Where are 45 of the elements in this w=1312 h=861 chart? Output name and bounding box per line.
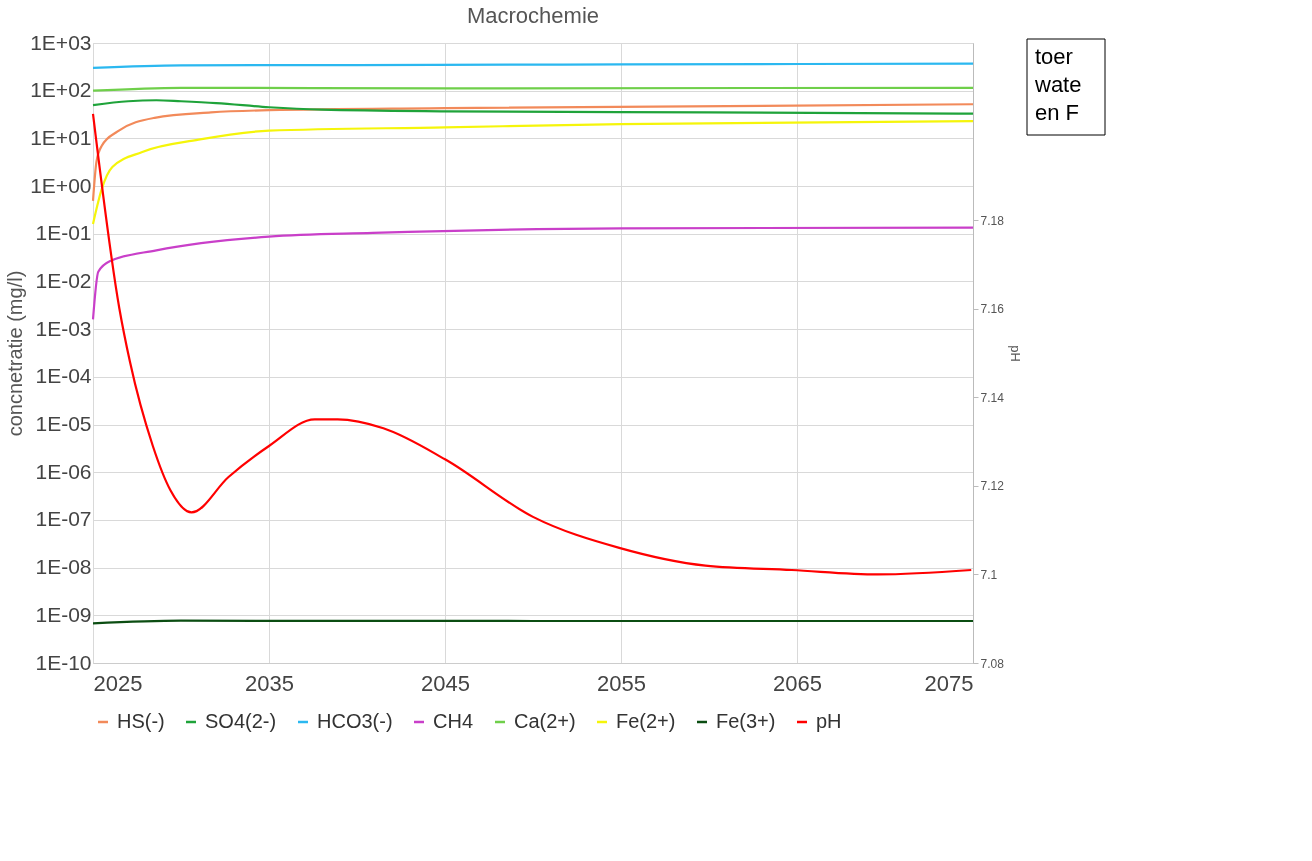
x-tick-label: 2025 [93,670,143,696]
y2-tick-label: 7.08 [980,656,1005,671]
text: toer [1035,44,1073,69]
y-tick-label: 1E-04 [35,364,92,388]
legend-label: Fe(2+) [616,710,676,732]
y-tick-label: 1E-06 [35,459,92,483]
line-series [91,120,975,226]
x-tick-label: 2045 [421,670,470,696]
x-tick-label: 2055 [597,670,646,696]
y2-axis-title: pH [1007,345,1023,362]
y-tick-label: 1E-05 [35,412,92,436]
legend-label: HS(-) [117,710,165,732]
y-tick-label: 1E-09 [35,602,92,626]
y-tick-label: 1E+02 [30,78,92,102]
text: en F [1035,100,1080,125]
legend-label: Ca(2+) [514,710,576,732]
legend-label: CH4 [433,710,474,732]
line-series [91,99,975,115]
legend-label: Fe(3+) [716,710,776,732]
y2-tick-label: 7.18 [980,213,1005,228]
x-tick-label: 2075 [924,670,974,696]
y2-tick-label: 7.12 [980,479,1005,494]
line-series [91,226,975,321]
chart-title: Macrochemie [466,3,600,28]
y2-tick-label: 7.1 [980,567,998,582]
line-series [91,112,973,576]
text: wate [1034,72,1082,97]
x-tick-label: 2065 [773,670,822,696]
line-series [91,103,975,202]
y2-tick-label: 7.16 [980,302,1005,317]
x-tick-label: 2035 [245,670,294,696]
y-tick-label: 1E+01 [30,125,92,149]
y-tick-label: 1E-01 [35,221,92,245]
y2-tick-label: 7.14 [980,390,1005,405]
y-tick-label: 1E-10 [35,650,92,674]
y-axis-title: concnetratie (mg/l) [4,270,27,437]
y-tick-label: 1E-07 [35,507,92,531]
y-tick-label: 1E-03 [35,316,92,340]
y-tick-label: 1E+00 [30,173,92,197]
legend-label: pH [816,710,842,732]
legend-label: HCO3(-) [317,710,393,732]
y-tick-label: 1E-02 [35,268,92,292]
y-tick-label: 1E+03 [30,30,92,54]
y-tick-label: 1E-08 [35,555,92,579]
legend-label: SO4(2-) [205,710,277,732]
